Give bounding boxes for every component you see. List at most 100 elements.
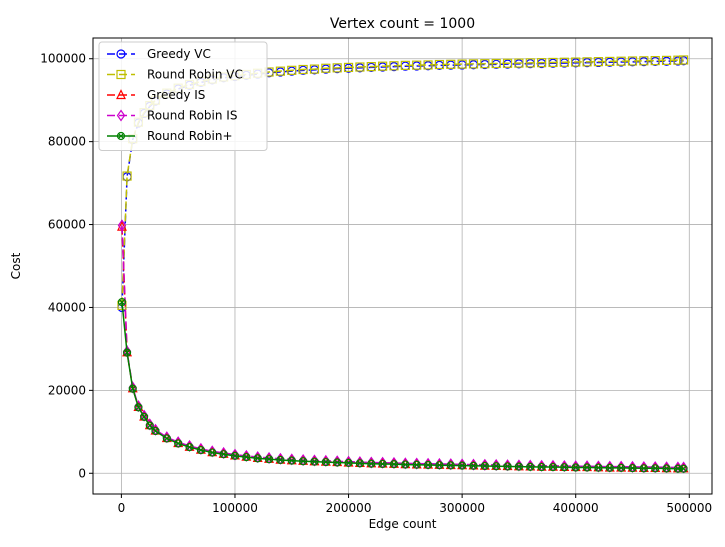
data-point-round-robin xyxy=(219,450,228,459)
marker-ring xyxy=(548,462,558,472)
data-point-round-robin xyxy=(571,463,580,472)
marker-cross xyxy=(680,465,687,472)
data-point-round-robin-is xyxy=(117,219,127,232)
data-point-round-robin xyxy=(560,463,569,472)
data-point-round-robin xyxy=(582,463,592,472)
data-point-round-robin xyxy=(526,462,535,471)
data-point-round-robin-vc xyxy=(400,60,410,70)
marker-cross xyxy=(572,464,579,471)
marker-cross xyxy=(368,460,375,467)
y-tick-label: 40000 xyxy=(48,300,86,314)
marker-cross xyxy=(425,462,431,468)
x-tick-label: 100000 xyxy=(212,501,258,515)
marker-ring xyxy=(140,412,149,421)
data-point-round-robin-vc xyxy=(412,60,422,70)
data-point-round-robin-vc xyxy=(275,66,286,76)
marker-cross xyxy=(152,428,159,434)
marker-cross xyxy=(402,461,409,468)
y-axis-title: Cost xyxy=(9,252,23,279)
data-point-round-robin-vc xyxy=(332,63,342,73)
marker-ring xyxy=(458,461,467,470)
data-point-round-robin xyxy=(230,451,240,460)
data-point-round-robin-vc xyxy=(287,65,297,75)
data-point-round-robin-vc xyxy=(627,56,638,66)
marker-cross xyxy=(334,459,341,466)
marker-ring xyxy=(582,463,592,472)
data-point-round-robin xyxy=(151,426,160,436)
marker-ring xyxy=(367,459,376,468)
marker-cross xyxy=(243,454,250,461)
marker-ring xyxy=(242,453,251,462)
y-axis-ticks: 0 20000 40000 60000 80000 100000 xyxy=(40,52,93,480)
marker-ring xyxy=(605,463,614,472)
data-point-round-robin-vc xyxy=(537,58,547,68)
data-point-round-robin xyxy=(594,463,603,472)
data-point-round-robin-vc xyxy=(679,55,689,65)
data-point-round-robin xyxy=(480,461,489,471)
marker-ring xyxy=(310,457,319,466)
data-point-round-robin xyxy=(378,459,387,469)
marker-ring xyxy=(435,461,444,470)
data-point-round-robin xyxy=(389,460,399,469)
data-point-round-robin xyxy=(276,455,285,465)
marker-ring xyxy=(145,421,154,430)
data-point-round-robin xyxy=(673,464,683,473)
marker-ring xyxy=(617,463,626,472)
data-point-round-robin-vc xyxy=(480,59,490,69)
data-point-round-robin-vc xyxy=(321,63,331,73)
marker-ring xyxy=(174,439,183,448)
marker-ring xyxy=(128,384,137,393)
marker-cross xyxy=(391,461,397,468)
data-point-round-robin-vc xyxy=(434,59,445,70)
data-point-round-robin-vc xyxy=(571,57,581,67)
marker-cross xyxy=(538,464,545,470)
legend-item-round-robin-vc: Round Robin VC xyxy=(107,68,243,82)
legend-item-greedy-vc: Greedy VC xyxy=(107,47,211,61)
data-point-round-robin-vc xyxy=(661,55,672,65)
data-point-round-robin-vc xyxy=(309,64,320,74)
marker-ring xyxy=(116,131,126,141)
marker-cross xyxy=(413,461,420,468)
data-point-round-robin xyxy=(321,457,330,467)
series-round-robin xyxy=(117,297,688,473)
data-point-round-robin xyxy=(128,384,137,393)
marker-ring xyxy=(333,458,342,467)
legend-marker xyxy=(116,131,126,141)
data-point-round-robin xyxy=(134,403,143,412)
marker-cross xyxy=(300,458,307,465)
data-point-round-robin-vc xyxy=(673,55,683,65)
marker-ring xyxy=(253,454,262,463)
marker-cross xyxy=(504,463,511,470)
data-point-round-robin xyxy=(651,464,660,473)
x-tick-label: 0 xyxy=(118,501,126,515)
marker-ring xyxy=(423,460,433,470)
data-point-round-robin xyxy=(537,462,546,472)
marker-cross xyxy=(141,413,148,420)
data-point-round-robin xyxy=(617,463,626,472)
data-point-round-robin xyxy=(117,297,127,307)
data-point-round-robin xyxy=(662,464,671,473)
marker-cross xyxy=(322,459,329,466)
data-point-round-robin-vc xyxy=(389,61,399,71)
marker-ring xyxy=(412,460,421,469)
y-tick-label: 60000 xyxy=(48,218,86,232)
series-line-round-robin xyxy=(121,301,684,470)
marker-ring xyxy=(571,463,580,472)
marker-cross xyxy=(515,463,522,470)
marker-ring xyxy=(321,457,330,467)
data-point-round-robin-vc xyxy=(423,60,433,70)
marker-ring xyxy=(355,459,365,468)
marker-ring xyxy=(264,455,274,464)
marker-cross xyxy=(186,444,193,451)
data-point-round-robin-vc xyxy=(468,59,479,69)
series-line-round-robin-vc xyxy=(121,59,684,306)
marker-cross xyxy=(135,404,142,411)
data-point-round-robin xyxy=(242,453,251,462)
data-point-round-robin xyxy=(355,459,365,468)
data-point-round-robin xyxy=(196,445,205,455)
marker-ring xyxy=(117,297,127,307)
marker-cross xyxy=(146,422,153,429)
data-point-round-robin-vc xyxy=(122,171,132,181)
marker-cross xyxy=(129,385,136,392)
marker-ring xyxy=(122,348,132,357)
